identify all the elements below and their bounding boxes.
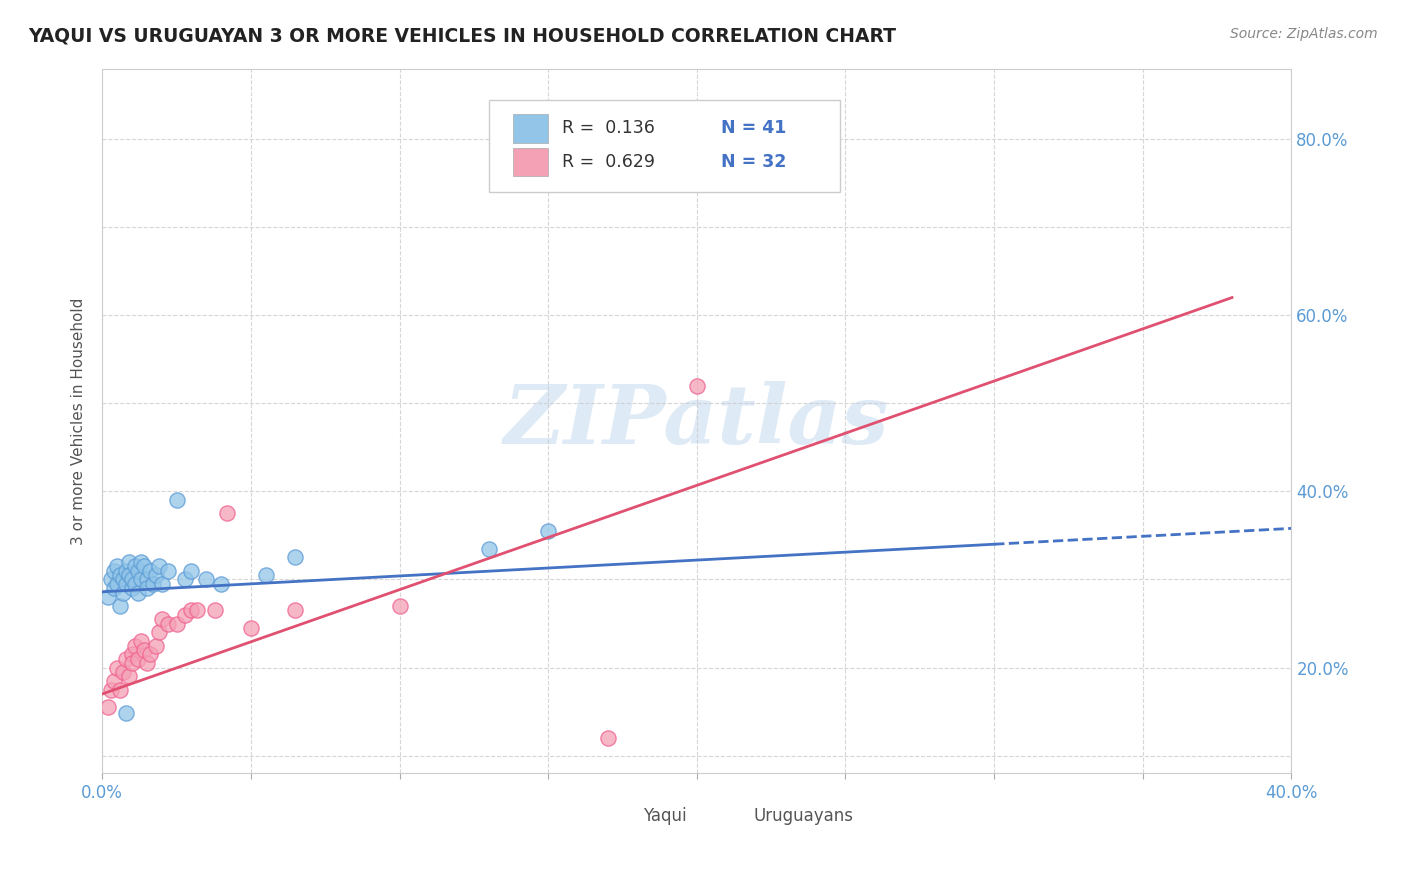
Text: N = 32: N = 32: [721, 153, 786, 171]
Point: [148, 625, 170, 640]
Bar: [513, 148, 548, 177]
Point: [180, 564, 202, 578]
Point: [166, 493, 188, 508]
Point: [127, 585, 149, 599]
Point: [150, 577, 173, 591]
Point: [284, 550, 307, 565]
Point: [121, 648, 143, 662]
Point: [139, 564, 162, 578]
Point: [129, 573, 152, 587]
Point: [174, 607, 197, 622]
Point: [135, 656, 157, 670]
Point: [129, 634, 152, 648]
Bar: [513, 114, 548, 143]
Text: Yaqui: Yaqui: [644, 806, 688, 824]
Text: R =  0.629: R = 0.629: [562, 153, 655, 171]
Point: [132, 559, 155, 574]
Point: [142, 577, 165, 591]
Point: [180, 603, 202, 617]
Point: [145, 568, 167, 582]
Bar: [607, 805, 634, 826]
Point: [105, 577, 128, 591]
Point: [596, 731, 619, 745]
Point: [537, 524, 560, 538]
Point: [105, 559, 128, 574]
Point: [111, 573, 134, 587]
Point: [97, 700, 120, 714]
Point: [156, 616, 179, 631]
Point: [148, 559, 170, 574]
Point: [239, 621, 262, 635]
Point: [686, 378, 709, 392]
Point: [127, 564, 149, 578]
Bar: [718, 805, 744, 826]
Point: [124, 559, 146, 574]
Point: [166, 616, 188, 631]
Point: [124, 577, 146, 591]
Point: [100, 682, 122, 697]
Text: YAQUI VS URUGUAYAN 3 OR MORE VEHICLES IN HOUSEHOLD CORRELATION CHART: YAQUI VS URUGUAYAN 3 OR MORE VEHICLES IN…: [28, 27, 896, 45]
Point: [121, 656, 143, 670]
Point: [156, 564, 179, 578]
Point: [121, 573, 143, 587]
Point: [217, 507, 239, 521]
Point: [97, 590, 120, 604]
Text: ZIPatlas: ZIPatlas: [505, 381, 890, 461]
Point: [254, 568, 277, 582]
Point: [671, 132, 693, 146]
Point: [150, 612, 173, 626]
Text: N = 41: N = 41: [721, 120, 786, 137]
Point: [135, 573, 157, 587]
Point: [111, 665, 134, 679]
Point: [115, 564, 138, 578]
Y-axis label: 3 or more Vehicles in Household: 3 or more Vehicles in Household: [72, 297, 86, 545]
Point: [135, 581, 157, 595]
Point: [195, 573, 218, 587]
Point: [186, 603, 208, 617]
Point: [174, 573, 197, 587]
Point: [115, 577, 138, 591]
Point: [100, 573, 122, 587]
Point: [132, 643, 155, 657]
Point: [478, 541, 501, 556]
Point: [129, 555, 152, 569]
Point: [108, 682, 131, 697]
Text: Source: ZipAtlas.com: Source: ZipAtlas.com: [1230, 27, 1378, 41]
Point: [121, 581, 143, 595]
Point: [388, 599, 411, 613]
FancyBboxPatch shape: [489, 100, 839, 192]
Point: [145, 639, 167, 653]
Point: [118, 669, 141, 683]
Point: [111, 585, 134, 599]
Text: R =  0.136: R = 0.136: [562, 120, 655, 137]
Point: [209, 577, 232, 591]
Point: [204, 603, 226, 617]
Point: [108, 568, 131, 582]
Point: [115, 706, 138, 721]
Point: [284, 603, 307, 617]
Point: [115, 652, 138, 666]
Text: Uruguayans: Uruguayans: [754, 806, 853, 824]
Point: [118, 568, 141, 582]
Point: [127, 652, 149, 666]
Point: [103, 564, 125, 578]
Point: [124, 639, 146, 653]
Point: [103, 673, 125, 688]
Point: [139, 648, 162, 662]
Point: [118, 555, 141, 569]
Point: [108, 599, 131, 613]
Point: [103, 581, 125, 595]
Point: [105, 660, 128, 674]
